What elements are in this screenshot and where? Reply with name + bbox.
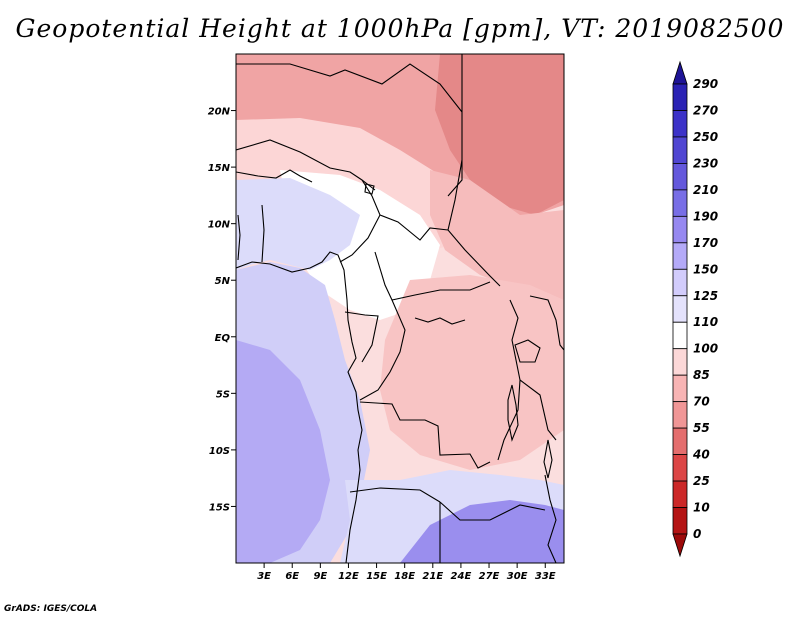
region-gulf-guinea-blue [236,178,360,270]
border-sahara-north [236,63,463,113]
colorbar-segment [672,215,688,244]
colorbar-segment [672,268,688,297]
colorbar-segment [672,83,688,111]
border-congo-drc [359,299,406,401]
latitude-axis: 20N 15N 10N 5N EQ 5S 10S 15S [208,107,236,513]
colorbar-label: 40 [692,448,710,462]
colorbar: 2902702502302101901701501251101008570554… [672,60,718,558]
colorbar-segment [672,110,688,138]
colorbar-label: 100 [693,342,718,356]
border-ghana [237,214,241,261]
border-gabon-congo [344,311,379,363]
map-field [236,54,564,563]
region-congo-basin-pink [380,275,564,470]
congo-river [414,317,466,325]
colorbar-label: 250 [693,130,718,144]
lon-tick-label: 18E [394,571,415,582]
colorbar-label: 190 [693,209,718,223]
lon-tick-label: 27E [479,571,500,582]
lon-tick-label: 33E [535,571,556,582]
longitude-axis: 3E 6E 9E 12E 15E 18E 21E 24E 27E 30E 33E [257,563,556,582]
colorbar-label: 85 [693,368,710,382]
lat-tick-label: 15S [209,502,230,513]
colorbar-label: 110 [693,315,718,329]
colorbar-segment [672,348,688,376]
border-drc-angola [359,401,491,469]
colorbar-segment [672,454,688,482]
colorbar-label: 210 [693,183,718,197]
border-west-sahel [236,169,313,183]
lat-tick-label: 5S [216,389,230,400]
colorbar-segment [672,374,688,403]
lat-tick-label: 15N [208,163,231,174]
colorbar-segment [672,242,688,270]
grads-credit: GrADS: IGES/COLA [4,604,98,614]
colorbar-segment [672,507,688,535]
colorbar-label: 70 [693,395,710,409]
lat-tick-label: 20N [208,107,231,118]
colorbar-label: 170 [693,236,718,250]
colorbar-label: 25 [693,474,710,488]
colorbar-segment [672,163,688,191]
lon-tick-label: 15E [366,571,387,582]
lon-tick-label: 6E [285,571,299,582]
lat-tick-label: EQ [215,333,231,344]
map-frame [235,53,565,564]
colorbar-segment [672,189,688,217]
colorbar-label: 230 [693,156,718,170]
colorbar-bottom-arrow [672,533,688,558]
lon-tick-label: 21E [422,571,443,582]
border-libya-egypt [447,54,463,197]
region-sudan-chad [430,170,564,300]
lat-tick-label: 5N [215,276,231,287]
border-benin-togo [261,204,265,263]
lake-victoria [514,339,541,363]
lon-tick-label: 12E [338,571,359,582]
plot-title: Geopotential Height at 1000hPa [gpm], VT… [15,14,785,43]
region-southwest-purple [236,340,330,563]
country-boundaries [236,54,564,563]
border-tanzania [519,379,557,441]
colorbar-segment [672,480,688,508]
colorbar-label: 0 [693,527,701,541]
colorbar-segment [672,427,688,455]
colorbar-segment [672,295,688,323]
lat-tick-label: 10S [209,446,230,457]
border-uganda-kenya [529,295,564,351]
border-zambia-zimbabwe [439,501,546,521]
border-chad-sudan [447,159,501,287]
border-angola-namibia [349,487,441,503]
colorbar-segment [672,321,688,350]
lat-tick-label: 10N [208,220,231,231]
lake-malawi [543,439,553,479]
border-mozambique [544,474,557,563]
region-southeast-purple [400,500,564,563]
region-northeast-high [435,54,564,215]
colorbar-label: 290 [693,77,718,91]
lake-tanganyika [507,384,519,442]
lon-tick-label: 24E [451,571,472,582]
lon-tick-label: 30E [507,571,528,582]
lake-chad [364,183,375,195]
colorbar-segment [672,136,688,164]
colorbar-label: 150 [693,262,718,276]
colorbar-label: 10 [693,501,710,515]
border-car-south [374,251,491,301]
lon-tick-label: 9E [313,571,327,582]
colorbar-label: 55 [693,421,710,435]
border-cameroon-car [379,214,449,241]
colorbar-label: 270 [693,103,718,117]
colorbar-top-arrow [672,60,688,85]
colorbar-label: 125 [693,289,718,303]
colorbar-segment [672,401,688,429]
lon-tick-label: 3E [257,571,271,582]
coastline-west-africa [236,251,363,563]
